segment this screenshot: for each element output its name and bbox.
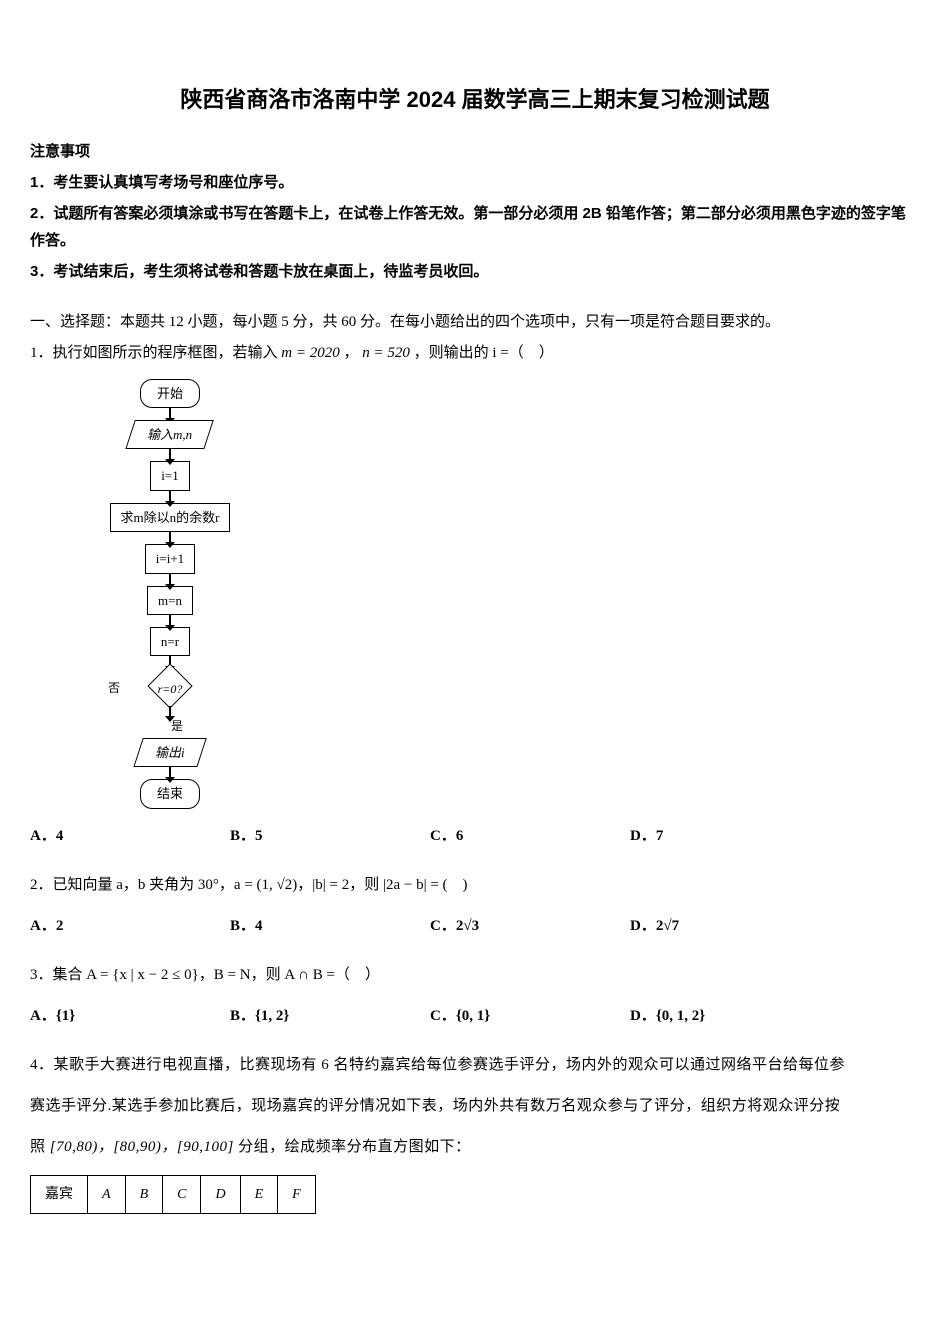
notice-item-2: 2．试题所有答案必须填涂或书写在答题卡上，在试卷上作答无效。第一部分必须用 2B… — [30, 200, 920, 254]
q2-option-d: D．2√7 — [630, 913, 830, 940]
flow-start: 开始 — [140, 379, 200, 408]
table-col-a: A — [88, 1175, 126, 1213]
flow-output: 输出i — [133, 738, 206, 767]
q3-option-d: D．{0, 1, 2} — [630, 1003, 830, 1030]
q4-line1: 4．某歌手大赛进行电视直播，比赛现场有 6 名特约嘉宾给每位参赛选手评分，场内外… — [30, 1052, 920, 1079]
flow-yes-label: 是 — [84, 716, 270, 738]
section-1-intro: 一、选择题：本题共 12 小题，每小题 5 分，共 60 分。在每小题给出的四个… — [30, 309, 920, 336]
arrow-icon — [169, 449, 171, 461]
q1-option-c: C．6 — [430, 823, 630, 850]
q4-intervals: [70,80)，[80,90)，[90,100] — [50, 1139, 234, 1155]
q1-prefix: 1．执行如图所示的程序框图，若输入 — [30, 345, 281, 361]
question-4: 4．某歌手大赛进行电视直播，比赛现场有 6 名特约嘉宾给每位参赛选手评分，场内外… — [30, 1052, 920, 1161]
q2-option-a: A．2 — [30, 913, 230, 940]
q4-table: 嘉宾 A B C D E F — [30, 1175, 316, 1214]
notice-item-1: 1．考生要认真填写考场号和座位序号。 — [30, 169, 920, 196]
q2-options: A．2 B．4 C．2√3 D．2√7 — [30, 913, 920, 940]
notice-header: 注意事项 — [30, 138, 920, 165]
question-1: 1．执行如图所示的程序框图，若输入 m = 2020 ， n = 520 ，则输… — [30, 340, 920, 367]
flow-output-text: 输出i — [155, 741, 185, 764]
flow-assign-n: n=r — [150, 627, 190, 656]
q4-line3: 照 [70,80)，[80,90)，[90,100] 分组，绘成频率分布直方图如… — [30, 1134, 920, 1161]
flow-input: 输入m,n — [126, 420, 215, 449]
q3-option-c: C．{0, 1} — [430, 1003, 630, 1030]
flow-end: 结束 — [140, 779, 200, 808]
flow-decision: r=0? 否 — [140, 670, 200, 706]
arrow-icon — [169, 767, 171, 779]
q1-comma1: ， — [343, 345, 358, 361]
q1-options: A．4 B．5 C．6 D．7 — [30, 823, 920, 850]
flow-assign-m: m=n — [147, 586, 193, 615]
question-3: 3．集合 A = {x | x − 2 ≤ 0}，B = N，则 A ∩ B =… — [30, 962, 920, 989]
table-row-label: 嘉宾 — [31, 1175, 88, 1213]
q1-option-a: A．4 — [30, 823, 230, 850]
flowchart: 开始 输入m,n i=1 求m除以n的余数r i=i+1 m=n n=r r=0… — [70, 379, 270, 809]
q1-m-expr: m = 2020 — [281, 345, 339, 361]
flow-inc: i=i+1 — [145, 544, 195, 573]
notice-item-3: 3．考试结束后，考生须将试卷和答题卡放在桌面上，待监考员收回。 — [30, 258, 920, 285]
question-2: 2．已知向量 a，b 夹角为 30°，a = (1, √2)，|b| = 2，则… — [30, 872, 920, 899]
flow-mod: 求m除以n的余数r — [110, 503, 231, 532]
q4-p3-prefix: 照 — [30, 1139, 50, 1155]
q1-suffix: ，则输出的 i =（ ） — [414, 345, 554, 361]
table-col-c: C — [163, 1175, 201, 1213]
q3-option-b: B．{1, 2} — [230, 1003, 430, 1030]
q2-option-b: B．4 — [230, 913, 430, 940]
arrow-icon — [169, 408, 171, 420]
q1-n-expr: n = 520 — [362, 345, 410, 361]
q3-options: A．{1} B．{1, 2} C．{0, 1} D．{0, 1, 2} — [30, 1003, 920, 1030]
flow-input-text: 输入m,n — [147, 423, 192, 446]
arrow-icon — [169, 491, 171, 503]
table-col-e: E — [240, 1175, 278, 1213]
q1-option-d: D．7 — [630, 823, 830, 850]
flow-no-label: 否 — [108, 678, 120, 700]
page-title: 陕西省商洛市洛南中学 2024 届数学高三上期末复习检测试题 — [30, 80, 920, 120]
arrow-icon — [169, 574, 171, 586]
arrow-icon — [169, 615, 171, 627]
table-col-f: F — [278, 1175, 316, 1213]
flow-cond-label: r=0? — [140, 679, 200, 701]
q4-line2: 赛选手评分.某选手参加比赛后，现场嘉宾的评分情况如下表，场内外共有数万名观众参与… — [30, 1093, 920, 1120]
flow-init: i=1 — [150, 461, 189, 490]
q1-option-b: B．5 — [230, 823, 430, 850]
arrow-icon — [169, 532, 171, 544]
arrow-icon — [169, 706, 171, 718]
q2-option-c: C．2√3 — [430, 913, 630, 940]
q3-option-a: A．{1} — [30, 1003, 230, 1030]
table-col-d: D — [201, 1175, 240, 1213]
table-col-b: B — [125, 1175, 163, 1213]
q4-p3-suffix: 分组，绘成频率分布直方图如下： — [238, 1139, 471, 1155]
